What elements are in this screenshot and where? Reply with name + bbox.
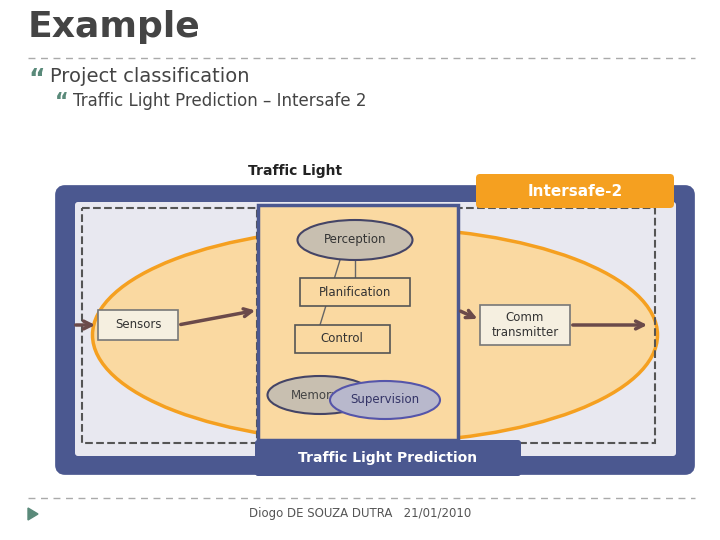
Text: Example: Example	[28, 10, 201, 44]
FancyBboxPatch shape	[255, 440, 521, 476]
Bar	[455, 208, 655, 443]
Text: Memory: Memory	[291, 388, 339, 402]
Ellipse shape	[297, 220, 413, 260]
Ellipse shape	[330, 381, 440, 419]
Ellipse shape	[92, 227, 657, 442]
Ellipse shape	[268, 376, 372, 414]
Bar	[82, 208, 257, 443]
Text: Sensors: Sensors	[114, 319, 161, 332]
Bar	[98, 310, 178, 340]
Text: Control: Control	[320, 333, 364, 346]
FancyBboxPatch shape	[476, 174, 674, 208]
Text: Traffic Light Prediction – Intersafe 2: Traffic Light Prediction – Intersafe 2	[73, 92, 366, 110]
Text: Diogo DE SOUZA DUTRA   21/01/2010: Diogo DE SOUZA DUTRA 21/01/2010	[249, 508, 471, 521]
Text: Perception: Perception	[324, 233, 386, 246]
FancyBboxPatch shape	[60, 190, 690, 470]
Text: Planification: Planification	[319, 286, 391, 299]
Bar	[295, 325, 390, 353]
FancyBboxPatch shape	[75, 202, 676, 456]
Text: “: “	[55, 92, 68, 112]
Text: Traffic Light Prediction: Traffic Light Prediction	[298, 451, 477, 465]
Bar	[258, 205, 458, 440]
Text: Comm
transmitter: Comm transmitter	[491, 311, 559, 339]
Text: Traffic Light: Traffic Light	[248, 164, 342, 178]
Text: Intersafe-2: Intersafe-2	[527, 184, 623, 199]
Text: “: “	[28, 67, 45, 91]
Bar	[300, 278, 410, 306]
Text: Supervision: Supervision	[351, 394, 420, 407]
Bar	[480, 305, 570, 345]
Polygon shape	[28, 508, 38, 520]
Text: Project classification: Project classification	[50, 67, 250, 86]
